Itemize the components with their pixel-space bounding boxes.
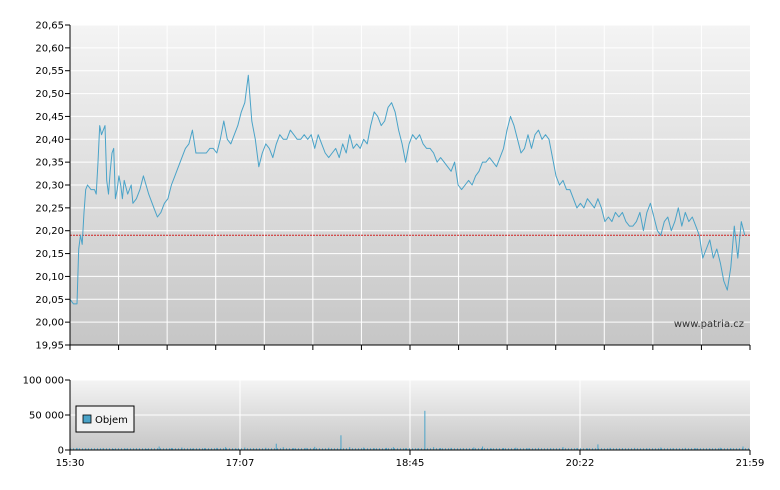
price-y-tick-label: 20,05	[35, 295, 64, 306]
watermark: www.patria.cz	[674, 319, 744, 330]
volume-y-ticks: 0 50 000 100 000	[23, 376, 70, 457]
volume-y-tick-label: 50 000	[29, 411, 64, 422]
volume-grid	[70, 379, 750, 450]
price-y-tick-label: 20,55	[35, 66, 64, 77]
price-y-tick-label: 20,25	[35, 203, 64, 214]
price-series-line	[70, 74, 746, 305]
volume-panel: 0 50 000 100 000 15:30 17:07 18:45 20:22 21:59…	[23, 376, 765, 470]
volume-x-tick-label: 21:59	[736, 458, 765, 469]
price-y-tick-label: 20,15	[35, 249, 64, 260]
volume-x-ticks: 15:30 17:07 18:45 20:22 21:59	[56, 450, 765, 469]
legend-swatch-icon	[82, 414, 92, 424]
volume-legend: Objem	[75, 405, 135, 433]
price-y-tick-label: 20,50	[35, 89, 64, 100]
volume-y-tick-label: 0	[58, 446, 64, 457]
legend-label: Objem	[95, 415, 128, 426]
price-y-tick-label: 20,10	[35, 272, 64, 283]
price-panel: www.patria.cz 19,95 20,00 20,05 20,10 20,15 2…	[35, 21, 751, 352]
price-y-tick-label: 20,45	[35, 112, 64, 123]
price-y-tick-label: 20,35	[35, 158, 64, 169]
price-y-ticks: 19,95 20,00 20,05 20,10 20,15 20,20 20,25 20,30…	[35, 21, 70, 352]
volume-x-tick-label: 18:45	[396, 458, 425, 469]
price-y-tick-label: 19,95	[35, 341, 64, 352]
price-y-tick-label: 20,20	[35, 226, 64, 237]
price-y-tick-label: 20,40	[35, 135, 64, 146]
price-y-tick-label: 20,30	[35, 181, 64, 192]
price-x-ticks	[69, 345, 751, 350]
price-y-tick-label: 20,65	[35, 21, 64, 32]
volume-y-tick-label: 100 000	[23, 376, 64, 387]
volume-x-tick-label: 17:07	[226, 458, 255, 469]
volume-x-tick-label: 15:30	[56, 458, 85, 469]
price-y-tick-label: 20,00	[35, 318, 64, 329]
volume-x-tick-label: 20:22	[566, 458, 595, 469]
price-y-tick-label: 20,60	[35, 43, 64, 54]
